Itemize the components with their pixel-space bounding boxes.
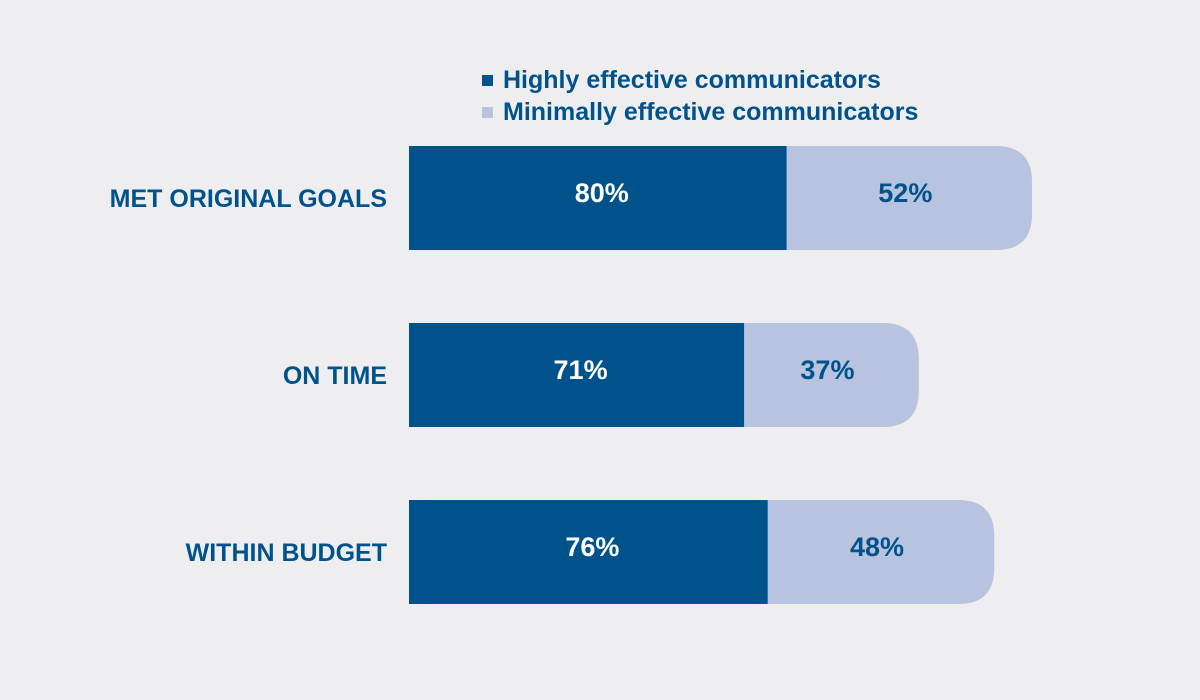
value-label-minimally-effective-1: 37% xyxy=(800,355,854,385)
value-label-minimally-effective-2: 48% xyxy=(850,532,904,562)
legend-label-minimally-effective: Minimally effective communicators xyxy=(503,97,919,126)
bar-minimally-effective-0 xyxy=(786,146,1033,250)
legend: Highly effective communicators Minimally… xyxy=(482,64,918,128)
bar-highly-effective-0 xyxy=(409,146,787,250)
legend-swatch-highly-effective xyxy=(482,74,493,86)
value-label-highly-effective-0: 80% xyxy=(575,178,629,208)
bar-minimally-effective-2 xyxy=(767,500,995,604)
value-label-minimally-effective-0: 52% xyxy=(878,178,932,208)
legend-item-minimally-effective: Minimally effective communicators xyxy=(482,96,918,128)
legend-swatch-minimally-effective xyxy=(482,106,493,118)
category-label-0: MET ORIGINAL GOALS xyxy=(110,185,387,213)
bar-highly-effective-1 xyxy=(409,323,745,427)
bar-minimally-effective-1 xyxy=(744,323,919,427)
category-label-1: ON TIME xyxy=(283,362,387,390)
legend-label-highly-effective: Highly effective communicators xyxy=(503,65,881,94)
legend-item-highly-effective: Highly effective communicators xyxy=(482,64,918,96)
value-label-highly-effective-2: 76% xyxy=(565,532,619,562)
bar-highly-effective-2 xyxy=(409,500,768,604)
category-label-2: WITHIN BUDGET xyxy=(186,539,387,567)
value-label-highly-effective-1: 71% xyxy=(554,355,608,385)
